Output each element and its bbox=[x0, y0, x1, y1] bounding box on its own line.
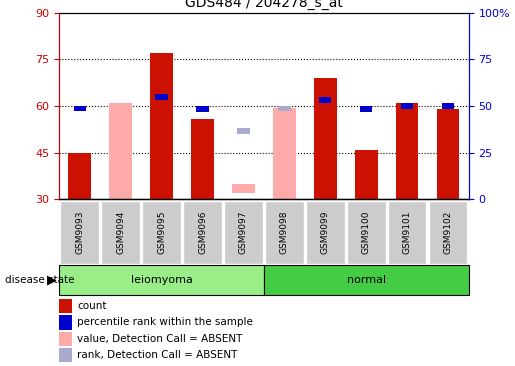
Bar bbox=[232, 184, 255, 193]
Bar bbox=[74, 105, 86, 111]
FancyBboxPatch shape bbox=[347, 201, 386, 264]
Bar bbox=[59, 299, 72, 313]
Bar bbox=[437, 109, 459, 199]
Bar bbox=[191, 119, 214, 199]
FancyBboxPatch shape bbox=[224, 201, 263, 264]
Bar bbox=[360, 107, 372, 112]
Text: ▶: ▶ bbox=[47, 273, 57, 287]
FancyBboxPatch shape bbox=[388, 201, 426, 264]
Text: value, Detection Call = ABSENT: value, Detection Call = ABSENT bbox=[77, 334, 243, 344]
Bar bbox=[319, 97, 332, 103]
FancyBboxPatch shape bbox=[183, 201, 222, 264]
FancyBboxPatch shape bbox=[101, 201, 140, 264]
Text: rank, Detection Call = ABSENT: rank, Detection Call = ABSENT bbox=[77, 350, 237, 360]
Text: GSM9096: GSM9096 bbox=[198, 211, 207, 254]
FancyBboxPatch shape bbox=[429, 201, 468, 264]
FancyBboxPatch shape bbox=[306, 201, 345, 264]
Bar bbox=[314, 78, 337, 199]
Bar bbox=[59, 315, 72, 330]
Bar bbox=[401, 103, 414, 109]
Text: GSM9102: GSM9102 bbox=[444, 211, 453, 254]
Bar bbox=[68, 153, 91, 199]
Text: GSM9097: GSM9097 bbox=[239, 211, 248, 254]
Text: normal: normal bbox=[347, 275, 386, 285]
Text: GSM9095: GSM9095 bbox=[157, 211, 166, 254]
Bar bbox=[442, 103, 454, 109]
Bar bbox=[156, 94, 168, 100]
Text: GSM9100: GSM9100 bbox=[362, 211, 371, 254]
Bar bbox=[396, 103, 419, 199]
Text: count: count bbox=[77, 301, 107, 311]
FancyBboxPatch shape bbox=[142, 201, 181, 264]
Bar bbox=[278, 105, 290, 111]
FancyBboxPatch shape bbox=[264, 265, 469, 295]
Text: GSM9093: GSM9093 bbox=[75, 211, 84, 254]
Title: GDS484 / 204278_s_at: GDS484 / 204278_s_at bbox=[185, 0, 343, 10]
Bar bbox=[273, 108, 296, 199]
FancyBboxPatch shape bbox=[60, 201, 99, 264]
Text: GSM9101: GSM9101 bbox=[403, 211, 411, 254]
Bar bbox=[109, 103, 132, 199]
Bar bbox=[355, 150, 377, 199]
Bar bbox=[59, 348, 72, 362]
FancyBboxPatch shape bbox=[265, 201, 304, 264]
Text: disease state: disease state bbox=[5, 275, 75, 285]
Bar bbox=[196, 107, 209, 112]
Bar bbox=[150, 53, 173, 199]
Bar bbox=[237, 128, 250, 134]
Text: leiomyoma: leiomyoma bbox=[131, 275, 193, 285]
Text: percentile rank within the sample: percentile rank within the sample bbox=[77, 317, 253, 328]
Text: GSM9099: GSM9099 bbox=[321, 211, 330, 254]
FancyBboxPatch shape bbox=[59, 265, 264, 295]
Text: GSM9098: GSM9098 bbox=[280, 211, 289, 254]
Bar bbox=[59, 332, 72, 346]
Text: GSM9094: GSM9094 bbox=[116, 211, 125, 254]
